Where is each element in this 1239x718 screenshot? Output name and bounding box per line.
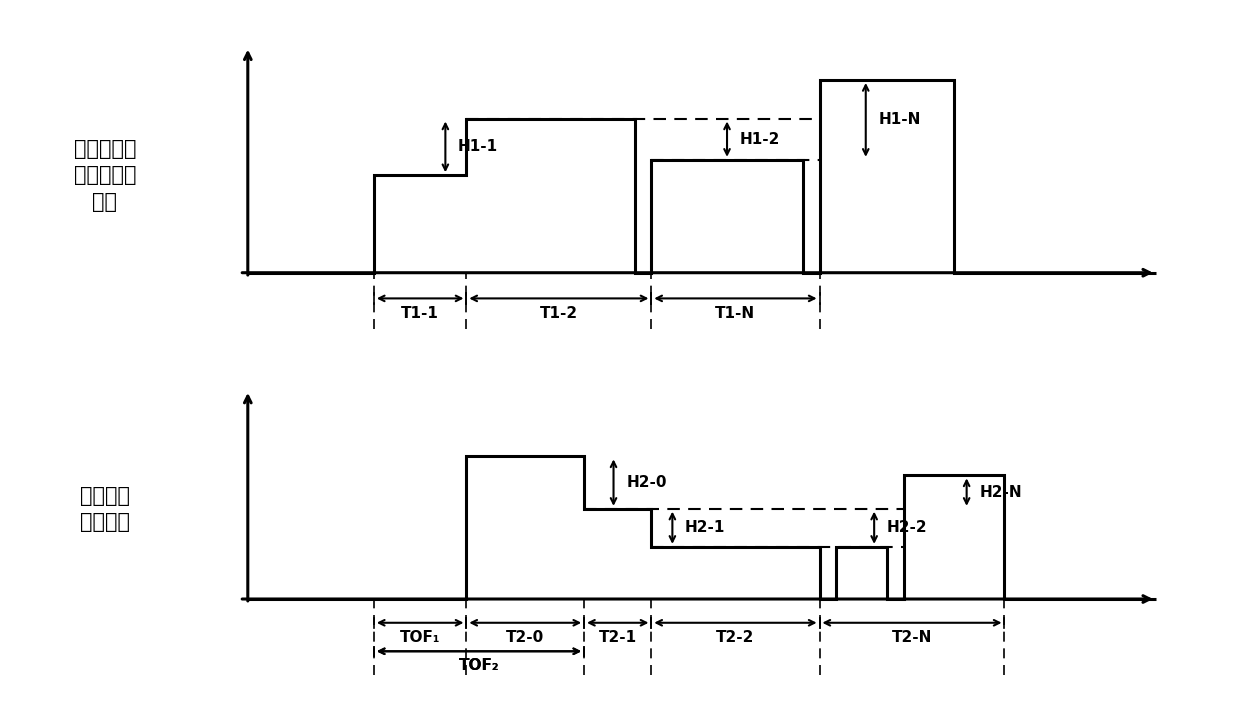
Text: T2-1: T2-1 xyxy=(598,630,637,645)
Text: H2-2: H2-2 xyxy=(887,521,928,535)
Text: T1-2: T1-2 xyxy=(540,306,577,321)
Text: H1-1: H1-1 xyxy=(458,139,498,154)
Text: T1-N: T1-N xyxy=(715,306,756,321)
Text: 反射波的
接收信号: 反射波的 接收信号 xyxy=(79,485,130,532)
Text: TOF₂: TOF₂ xyxy=(458,658,499,673)
Text: 第一脉冲波
组合的发射
信号: 第一脉冲波 组合的发射 信号 xyxy=(73,139,136,212)
Text: H2-1: H2-1 xyxy=(685,521,725,535)
Text: T2-N: T2-N xyxy=(892,630,932,645)
Text: T1-1: T1-1 xyxy=(401,306,439,321)
Text: H1-2: H1-2 xyxy=(740,131,781,146)
Text: TOF₂: TOF₂ xyxy=(458,658,499,673)
Text: H2-0: H2-0 xyxy=(626,475,667,490)
Text: H2-N: H2-N xyxy=(979,485,1022,500)
Text: T2-0: T2-0 xyxy=(506,630,544,645)
Text: T2-2: T2-2 xyxy=(716,630,755,645)
Text: TOF₁: TOF₁ xyxy=(400,630,440,645)
Text: H1-N: H1-N xyxy=(878,113,921,127)
